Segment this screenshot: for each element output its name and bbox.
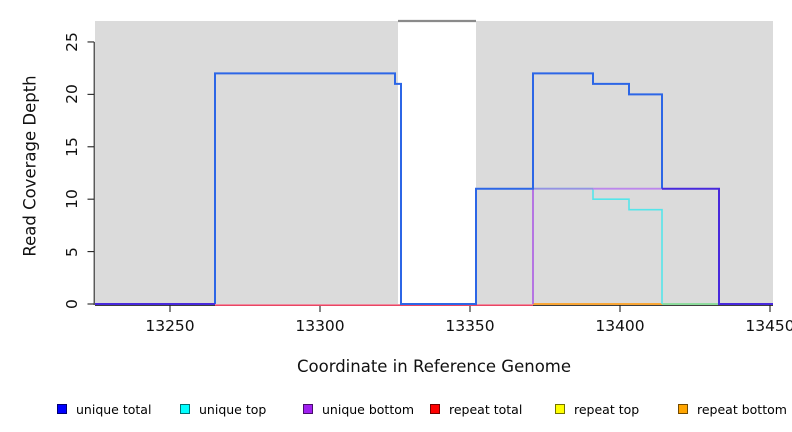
legend-item-repeat-bottom: repeat bottom — [678, 399, 787, 419]
y-axis-title: Read Coverage Depth — [20, 75, 40, 257]
x-tick-label: 13450 — [745, 317, 792, 335]
legend-label: unique total — [76, 401, 152, 417]
x-tick-label: 13400 — [595, 317, 645, 335]
y-tick-label: 5 — [63, 246, 81, 257]
legend-label: unique top — [199, 401, 267, 417]
legend-swatch-icon — [303, 404, 313, 414]
y-tick-label: 0 — [63, 299, 81, 309]
legend-swatch-icon — [180, 404, 190, 414]
series-line-total-bottom-blend-right — [662, 187, 773, 305]
legend: unique total unique top unique bottom repea… — [0, 399, 792, 423]
y-tick-label: 10 — [63, 189, 81, 210]
legend-swatch-icon — [678, 404, 688, 414]
y-tick-label: 15 — [63, 136, 81, 157]
x-tick-label: 13350 — [445, 317, 495, 335]
legend-label: repeat bottom — [697, 401, 787, 417]
masked-region — [398, 21, 476, 304]
legend-item-unique-top: unique top — [180, 399, 266, 419]
legend-item-repeat-top: repeat top — [555, 399, 639, 419]
legend-item-repeat-total: repeat total — [430, 399, 522, 419]
legend-swatch-icon — [57, 404, 67, 414]
legend-swatch-icon — [430, 404, 440, 414]
x-tick-label: 13250 — [145, 317, 195, 335]
legend-item-unique-total: unique total — [57, 399, 151, 419]
x-tick-label: 13300 — [295, 317, 345, 335]
legend-label: repeat top — [574, 401, 640, 417]
y-tick-label: 20 — [63, 84, 81, 105]
legend-swatch-icon — [555, 404, 565, 414]
y-tick-label: 25 — [63, 32, 81, 52]
legend-label: repeat total — [449, 401, 523, 417]
series-line-unique-total-main — [214, 72, 663, 305]
legend-label: unique bottom — [322, 401, 415, 417]
x-axis-title: Coordinate in Reference Genome — [296, 357, 572, 376]
legend-item-unique-bottom: unique bottom — [303, 399, 414, 419]
